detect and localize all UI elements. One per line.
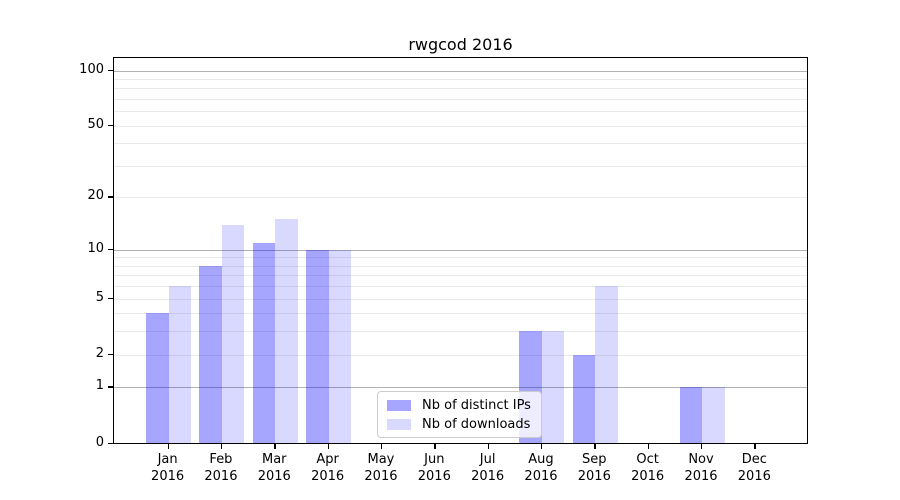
x-tick-label-jan: Jan 2016 (151, 452, 185, 484)
y-tick-label-2: 2 (95, 345, 104, 361)
legend-swatch-downloads (387, 418, 411, 430)
bar-dl-feb (221, 224, 245, 444)
gridline-minor-30 (114, 166, 807, 167)
gridline-minor-5 (114, 298, 807, 300)
x-tick-label-nov: Nov 2016 (684, 452, 718, 484)
gridline-minor-7 (114, 275, 807, 277)
x-tick-jul (487, 444, 489, 449)
legend-label-downloads: Nb of downloads (422, 416, 531, 432)
legend-item-distinct-ips: Nb of distinct IPs (387, 397, 531, 413)
bar-ips-jan (146, 313, 169, 444)
bar-ips-mar (252, 242, 276, 444)
bar-ips-feb (199, 265, 222, 444)
gridline-minor-20 (114, 197, 807, 199)
bar-dl-sep (595, 286, 618, 444)
gridline-minor-9 (114, 257, 807, 259)
bar-dl-aug (541, 331, 565, 444)
x-tick-label-sep: Sep 2016 (577, 452, 611, 484)
gridline-minor-40 (114, 143, 807, 145)
y-tick-2 (108, 353, 113, 356)
gridline-minor-90 (114, 78, 807, 80)
y-tick-label-0: 0 (95, 434, 104, 450)
x-tick-apr (327, 444, 329, 449)
x-tick-label-mar: Mar 2016 (257, 452, 291, 484)
x-tick-label-jul: Jul 2016 (471, 452, 505, 484)
gridline-minor-4 (114, 313, 807, 315)
gridline-minor-2 (114, 354, 807, 356)
x-tick-dec (754, 444, 756, 449)
y-tick-label-10: 10 (87, 240, 104, 256)
x-tick-label-feb: Feb 2016 (204, 452, 238, 484)
gridline-minor-80 (114, 88, 807, 90)
gridline-minor-8 (114, 265, 807, 267)
x-tick-aug (540, 444, 543, 449)
gridline-minor-70 (114, 99, 807, 101)
y-tick-0 (108, 442, 113, 444)
legend: Nb of distinct IPs Nb of downloads (377, 391, 542, 438)
y-tick-20 (108, 196, 113, 198)
bar-dl-jan (168, 286, 192, 444)
y-tick-label-1: 1 (95, 378, 104, 394)
x-tick-label-dec: Dec 2016 (737, 452, 771, 484)
y-tick-1 (108, 386, 113, 388)
y-tick-label-50: 50 (87, 116, 104, 132)
y-tick-10 (108, 248, 113, 251)
bar-dl-mar (275, 219, 298, 444)
y-tick-5 (108, 297, 113, 299)
x-tick-mar (274, 444, 276, 449)
x-tick-label-may: May 2016 (364, 452, 398, 484)
x-tick-jun (434, 444, 436, 449)
x-tick-label-aug: Aug 2016 (524, 452, 558, 484)
legend-label-distinct-ips: Nb of distinct IPs (422, 397, 531, 413)
gridline-major-1 (114, 387, 807, 389)
gridline-minor-50 (114, 125, 807, 127)
x-tick-label-jun: Jun 2016 (417, 452, 451, 484)
gridline-major-100 (114, 70, 807, 72)
legend-swatch-distinct-ips (387, 399, 411, 411)
bar-ips-nov (679, 387, 702, 444)
x-tick-may (380, 444, 383, 449)
x-tick-label-oct: Oct 2016 (631, 452, 665, 484)
y-tick-label-100: 100 (79, 61, 104, 77)
x-tick-jan (167, 444, 169, 449)
chart-title: rwgcod 2016 (408, 35, 513, 54)
x-tick-feb (220, 444, 223, 449)
bar-dl-nov (702, 387, 725, 444)
x-tick-oct (647, 444, 649, 449)
plot-area (113, 57, 808, 444)
gridline-minor-6 (114, 286, 807, 288)
legend-item-downloads: Nb of downloads (387, 416, 531, 432)
y-tick-label-5: 5 (95, 289, 104, 305)
gridline-minor-3 (114, 331, 807, 333)
x-tick-nov (701, 444, 703, 449)
y-tick-100 (108, 69, 113, 71)
gridline-major-10 (114, 249, 807, 251)
bar-ips-apr (306, 249, 329, 444)
y-tick-50 (108, 124, 113, 127)
bar-ips-sep (572, 354, 596, 444)
bar-dl-apr (328, 249, 352, 444)
y-tick-label-20: 20 (87, 188, 104, 204)
gridline-minor-60 (114, 111, 807, 113)
x-tick-label-apr: Apr 2016 (311, 452, 345, 484)
x-tick-sep (594, 444, 596, 449)
